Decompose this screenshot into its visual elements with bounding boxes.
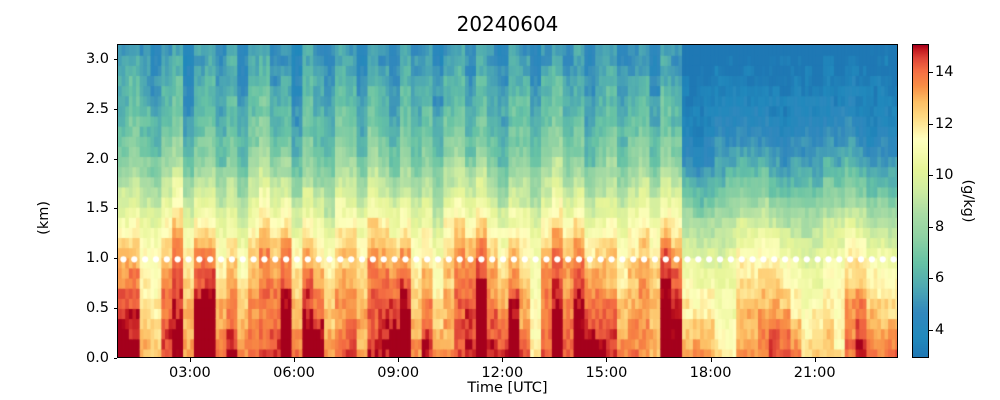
colorbar-tick-mark [929,227,933,228]
y-tick-mark [113,109,117,110]
y-tick-label: 1.5 [85,200,109,217]
x-tick-mark [398,358,399,362]
colorbar-tick-mark [929,278,933,279]
colorbar-tick-mark [929,72,933,73]
x-tick-mark [294,358,295,362]
y-tick-mark [113,159,117,160]
x-tick-label: 18:00 [689,365,732,381]
colorbar[interactable] [912,44,929,358]
x-tick-label: 15:00 [585,365,628,381]
y-axis-label-text: (km) [36,201,52,235]
x-axis-label: Time [UTC] [467,380,548,396]
x-tick-mark [502,358,503,362]
colorbar-tick-mark [929,124,933,125]
y-tick-mark [113,208,117,209]
x-tick-label: 21:00 [793,365,836,381]
colorbar-tick-label: 8 [935,218,945,235]
y-tick-label: 1.0 [85,250,109,267]
colorbar-tick-label: 12 [935,115,954,132]
y-tick-mark [113,59,117,60]
x-tick-mark [606,358,607,362]
colorbar-tick-label: 14 [935,64,954,81]
x-tick-label: 12:00 [481,365,524,381]
colorbar-tick-label: 10 [935,167,954,184]
y-tick-label: 0.0 [85,350,109,366]
x-tick-label: 09:00 [377,365,420,381]
heatmap-image[interactable] [118,45,897,357]
x-tick-label: 06:00 [273,365,315,381]
y-tick-mark [113,258,117,259]
y-tick-label: 2.0 [85,150,109,167]
x-tick-label: 03:00 [168,365,211,381]
y-tick-label: 0.5 [85,300,109,317]
colorbar-tick-label: 4 [935,321,945,338]
y-tick-mark [113,358,117,359]
page-title: 20240604 [456,12,559,36]
colorbar-label-text: (g/kg) [960,179,976,223]
y-tick-label: 3.0 [85,50,109,67]
colorbar-gradient [913,45,928,357]
colorbar-tick-mark [929,175,933,176]
y-tick-mark [113,308,117,309]
heatmap-axes[interactable] [117,44,898,358]
colorbar-tick-mark [929,330,933,331]
x-tick-mark [711,358,712,362]
x-tick-mark [190,358,191,362]
colorbar-tick-label: 6 [935,270,945,287]
x-tick-mark [815,358,816,362]
y-tick-label: 2.5 [85,100,109,117]
